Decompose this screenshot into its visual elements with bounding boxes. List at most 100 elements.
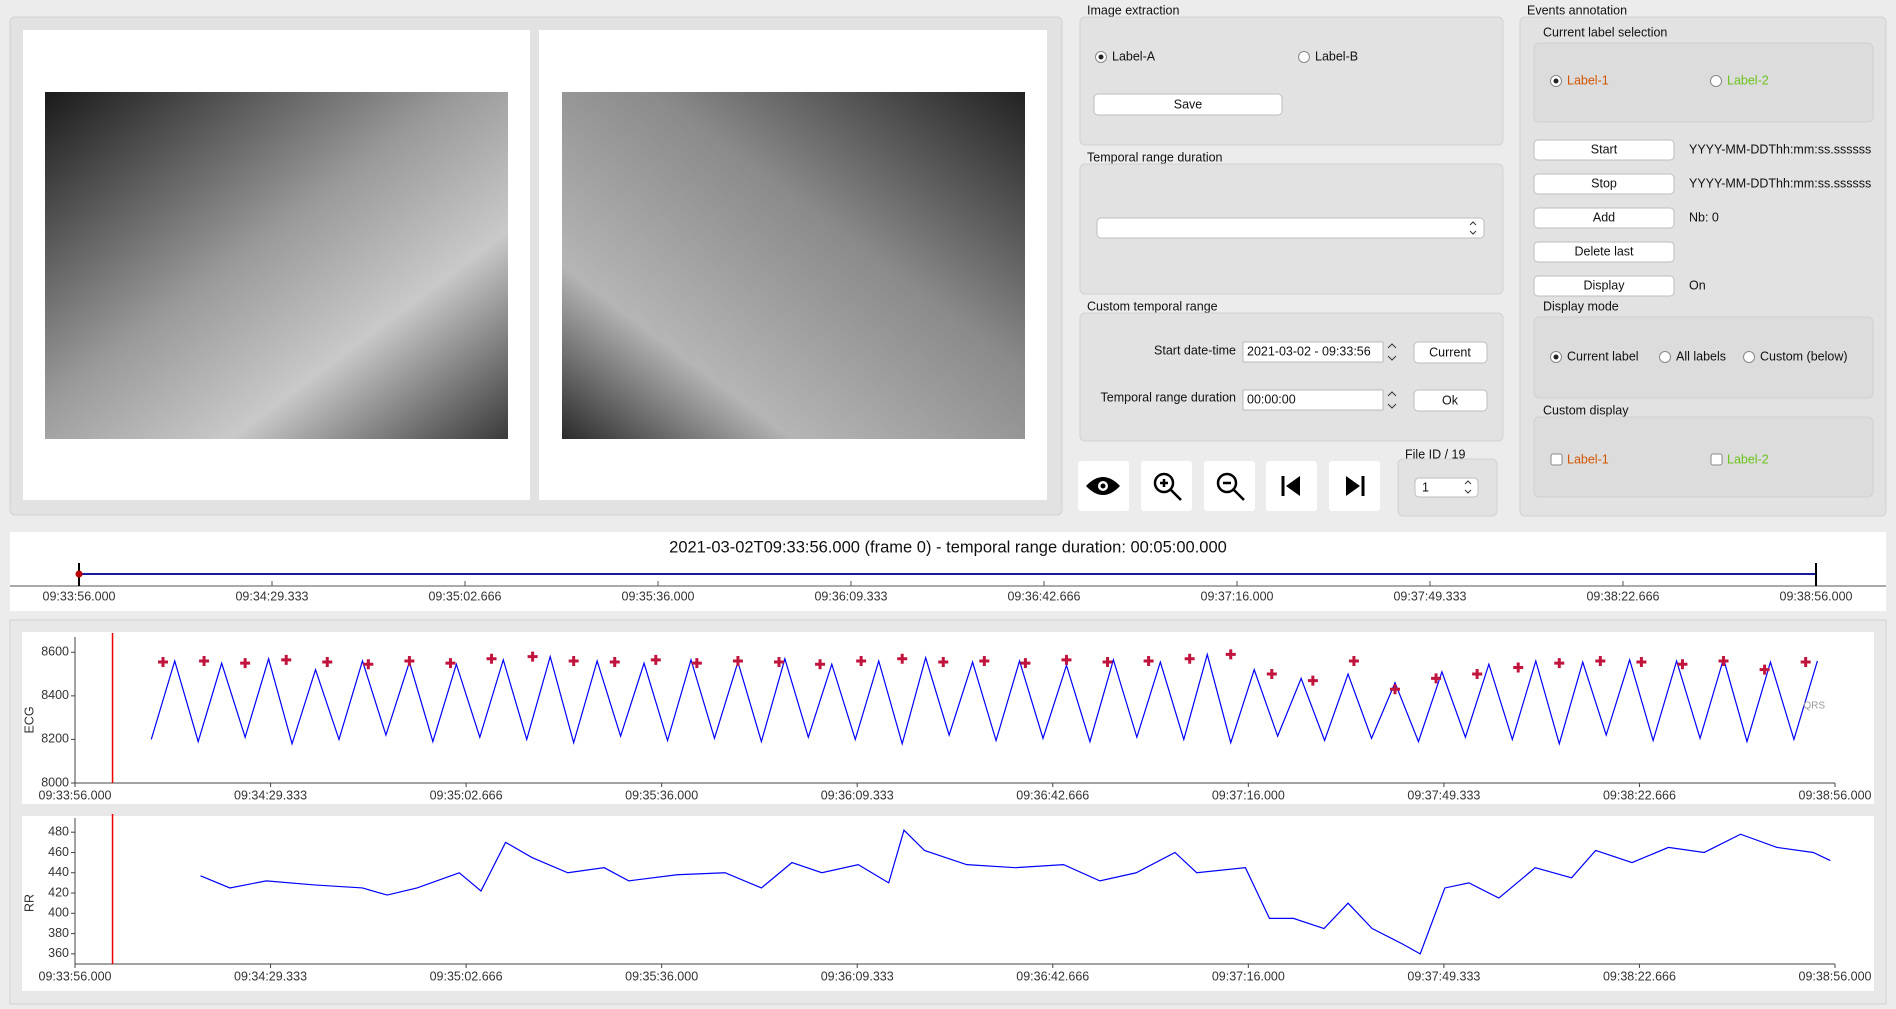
radio-label[interactable]: All labels: [1676, 349, 1726, 363]
event-button[interactable]: [1533, 207, 1675, 229]
qrs-marker: [1718, 655, 1729, 666]
x-tick-label: 09:34:29.333: [234, 788, 307, 802]
group-title: Custom temporal range: [1087, 299, 1218, 313]
ok-button[interactable]: [1413, 389, 1488, 412]
combo-arrows: [1469, 221, 1477, 235]
radio-label[interactable]: Label-1: [1567, 73, 1609, 87]
radio-label[interactable]: Current label: [1567, 349, 1639, 363]
y-tick-label: 8200: [41, 732, 69, 746]
legend-label: QRS: [1803, 700, 1825, 711]
y-tick-label: 8600: [41, 645, 69, 659]
spinbox-value[interactable]: 1: [1422, 480, 1429, 494]
qrs-marker: [363, 659, 374, 670]
x-tick-label: 09:36:09.333: [821, 969, 894, 983]
y-tick-label: 360: [48, 946, 69, 960]
qrs-marker: [158, 657, 168, 668]
qrs-marker: [240, 658, 251, 669]
x-tick-label: 09:37:16.000: [1201, 589, 1274, 603]
button-label[interactable]: Start: [1591, 142, 1618, 156]
combobox[interactable]: [1096, 217, 1485, 239]
button-label[interactable]: Add: [1593, 210, 1615, 224]
qrs-marker: [732, 655, 743, 666]
x-tick-label: 09:38:22.666: [1603, 788, 1676, 802]
radio-label[interactable]: Label-B: [1315, 49, 1358, 63]
previous-button[interactable]: [1266, 461, 1317, 511]
qrs-marker: [322, 657, 333, 668]
camera-image: [562, 92, 1025, 439]
qrs-marker: [1102, 657, 1113, 668]
qrs-marker: [1472, 669, 1483, 680]
qrs-marker: [1677, 659, 1688, 670]
radio-label[interactable]: Label-2: [1727, 73, 1769, 87]
button-label[interactable]: Save: [1174, 97, 1203, 111]
qrs-marker: [1513, 662, 1524, 673]
x-tick-label: 09:37:49.333: [1407, 969, 1480, 983]
x-tick-label: 09:33:56.000: [39, 969, 112, 983]
plot-box: [22, 816, 1874, 991]
x-tick-label: 09:35:36.000: [622, 589, 695, 603]
radio-label[interactable]: Label-A: [1112, 49, 1156, 63]
spinbox[interactable]: [1242, 341, 1384, 363]
y-tick-label: 400: [48, 906, 69, 920]
x-tick-label: 09:34:29.333: [234, 969, 307, 983]
qrs-marker: [1759, 664, 1770, 675]
radio[interactable]: [1659, 351, 1671, 363]
checkbox-label[interactable]: Label-2: [1727, 452, 1769, 466]
x-tick-label: 09:38:56.000: [1780, 589, 1853, 603]
button-label[interactable]: Current: [1429, 345, 1471, 359]
x-tick-label: 09:36:42.666: [1016, 969, 1089, 983]
radio-label[interactable]: Custom (below): [1760, 349, 1848, 363]
checkbox[interactable]: [1710, 453, 1723, 466]
save-button[interactable]: [1093, 93, 1283, 116]
event-button[interactable]: [1533, 275, 1675, 297]
x-tick-label: 09:35:02.666: [430, 969, 503, 983]
checkbox-label[interactable]: Label-1: [1567, 452, 1609, 466]
radio[interactable]: [1743, 351, 1755, 363]
x-tick-label: 09:33:56.000: [39, 788, 112, 802]
spinbox-value[interactable]: 2021-03-02 - 09:33:56: [1247, 344, 1371, 358]
qrs-marker: [1636, 657, 1647, 668]
current-button[interactable]: [1413, 341, 1488, 364]
checkbox[interactable]: [1550, 453, 1563, 466]
field-label: Temporal range duration: [1101, 390, 1237, 404]
event-button[interactable]: [1533, 139, 1675, 161]
spinbox-value[interactable]: 00:00:00: [1247, 392, 1296, 406]
y-axis-label: RR: [22, 894, 36, 912]
display-state: On: [1689, 278, 1706, 292]
group-title: Current label selection: [1543, 25, 1667, 39]
radio[interactable]: [1710, 75, 1722, 87]
group-title: Events annotation: [1527, 3, 1627, 17]
zoom-out-button[interactable]: [1204, 461, 1255, 511]
file-id-spinbox[interactable]: [1414, 477, 1479, 498]
qrs-marker: [856, 655, 867, 666]
button-label[interactable]: Delete last: [1574, 244, 1634, 258]
qrs-marker: [568, 655, 579, 666]
qrs-marker: [445, 658, 456, 669]
x-tick-label: 09:37:49.333: [1393, 589, 1466, 603]
y-tick-label: 8400: [41, 688, 69, 702]
spin-arrows[interactable]: [1464, 480, 1472, 494]
button-label[interactable]: Ok: [1442, 393, 1459, 407]
button-label[interactable]: Stop: [1591, 176, 1617, 190]
group-box: [1533, 316, 1874, 399]
field-label: Start date-time: [1154, 343, 1236, 357]
spin-arrows[interactable]: [1387, 391, 1397, 409]
qrs-marker: [1225, 649, 1236, 660]
x-tick-label: 09:36:42.666: [1016, 788, 1089, 802]
event-button[interactable]: [1533, 173, 1675, 195]
event-button[interactable]: [1533, 241, 1675, 263]
radio-dot: [1098, 54, 1104, 60]
button-label[interactable]: Display: [1584, 278, 1626, 292]
start-time: YYYY-MM-DDThh:mm:ss.ssssss: [1689, 142, 1871, 156]
view-button[interactable]: [1078, 461, 1129, 511]
radio[interactable]: [1298, 51, 1310, 63]
spin-arrows[interactable]: [1387, 343, 1397, 361]
spinbox[interactable]: [1242, 389, 1384, 411]
qrs-marker: [1800, 657, 1811, 668]
current-frame: [75, 570, 83, 578]
group-title: Custom display: [1543, 403, 1629, 417]
next-button[interactable]: [1329, 461, 1380, 511]
qrs-marker: [486, 653, 497, 664]
zoom-in-button[interactable]: [1141, 461, 1192, 511]
